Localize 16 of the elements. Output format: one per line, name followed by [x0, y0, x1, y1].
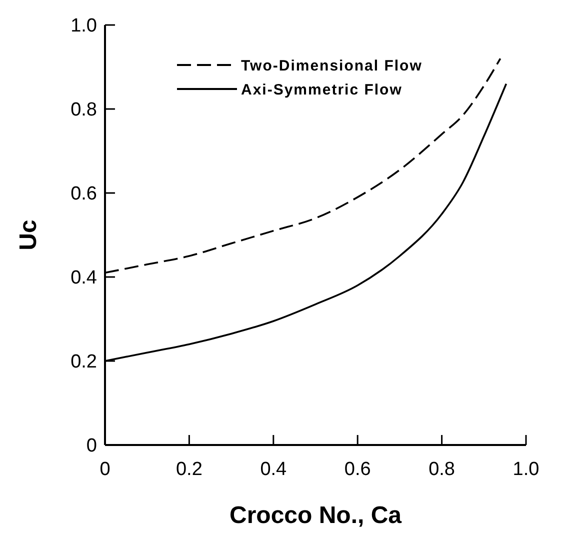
y-tick-label: 0 [86, 436, 97, 457]
x-tick-label: 0.8 [428, 459, 456, 480]
legend-label: Two-Dimensional Flow [241, 57, 422, 74]
legend-label: Axi-Symmetric Flow [241, 81, 402, 98]
x-tick-label: 1.0 [512, 459, 540, 480]
x-tick-label: 0.2 [176, 459, 202, 480]
y-tick-label: 1.0 [70, 16, 97, 37]
x-tick-label: 0.4 [260, 459, 288, 480]
y-tick-label: 0.8 [70, 100, 97, 121]
y-tick-label: 0.4 [70, 268, 98, 289]
y-axis-title: Uc [15, 220, 42, 250]
y-tick-label: 0.2 [70, 352, 97, 373]
x-tick-label: 0.6 [344, 459, 371, 480]
x-tick-label: 0 [100, 459, 110, 480]
x-axis-title: Crocco No., Ca [229, 502, 402, 529]
y-tick-label: 0.6 [70, 184, 97, 205]
